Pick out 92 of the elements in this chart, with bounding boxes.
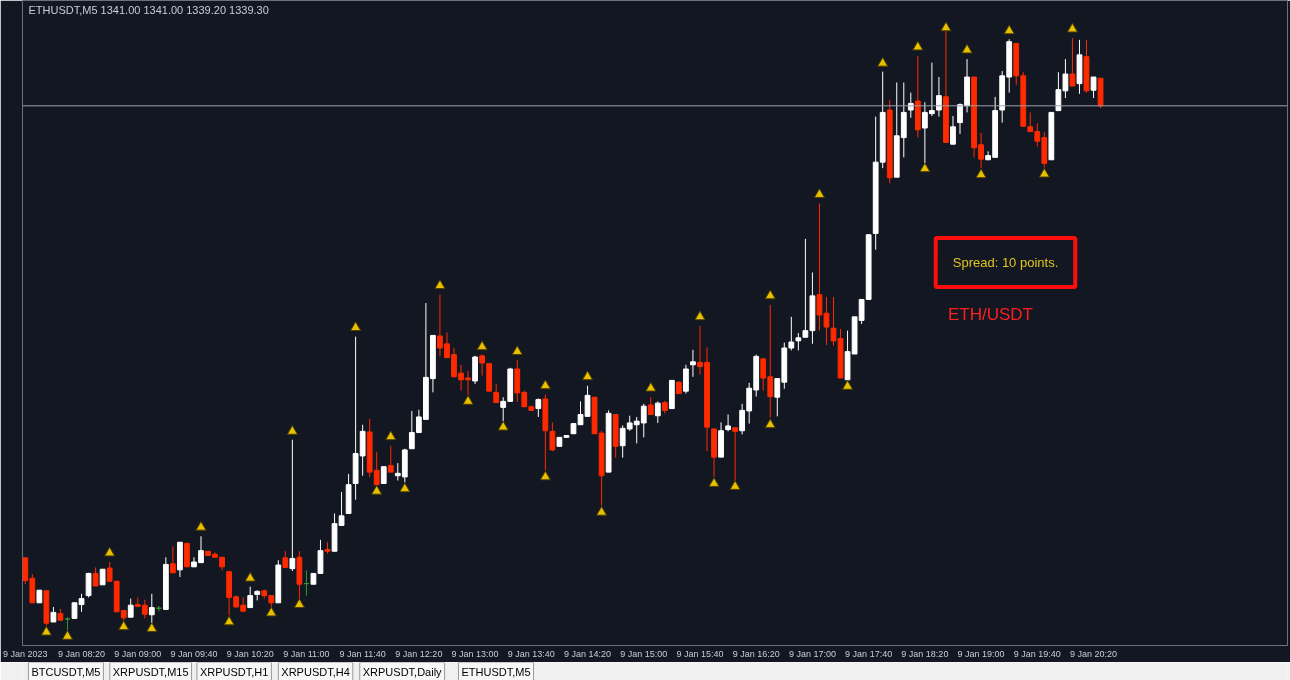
point <box>476 340 488 351</box>
point <box>462 395 474 405</box>
point <box>877 56 889 67</box>
point <box>399 482 411 493</box>
candlestick <box>549 421 556 452</box>
point <box>912 40 924 51</box>
candlestick <box>683 364 689 395</box>
point <box>244 571 256 582</box>
point <box>40 625 52 636</box>
point <box>385 430 397 441</box>
x-tick-label: 9 Jan 2023 <box>3 648 48 659</box>
point <box>223 615 235 626</box>
candlestick <box>317 539 324 574</box>
x-tick-label: 9 Jan 19:00 <box>957 648 1005 659</box>
x-tick-label: 9 Jan 08:20 <box>58 648 106 659</box>
point <box>1066 22 1078 33</box>
x-tick-label: 9 Jan 14:20 <box>564 648 612 659</box>
candlestick <box>106 561 113 582</box>
x-tick-label: 9 Jan 15:00 <box>620 648 668 659</box>
text: XRPUSDT,H1 <box>199 665 269 678</box>
point <box>118 620 130 631</box>
candlestick <box>127 598 134 618</box>
x-tick-label: 9 Jan 13:40 <box>507 648 555 659</box>
x-tick-label: 9 Jan 18:20 <box>901 648 949 659</box>
text: XRPUSDT,H4 <box>281 665 350 678</box>
candlestick <box>654 400 661 424</box>
candlestick <box>92 566 99 587</box>
x-tick-label: 9 Jan 13:00 <box>451 648 499 659</box>
candlestick <box>387 445 394 473</box>
candlestick <box>85 572 92 598</box>
x-tick-label: 9 Jan 17:00 <box>788 648 836 659</box>
point <box>694 310 706 321</box>
point <box>434 279 446 290</box>
point <box>975 168 987 179</box>
point <box>497 420 509 431</box>
x-tick-label: 9 Jan 20:20 <box>1070 648 1118 659</box>
x-tick-label: 9 Jan 11:00 <box>283 648 330 659</box>
point <box>582 370 594 381</box>
point <box>539 379 551 390</box>
text: XRPUSDT,Daily <box>362 665 443 678</box>
x-tick-label: 9 Jan 15:40 <box>676 648 724 659</box>
x-tick-label: 9 Jan 09:40 <box>170 648 218 659</box>
point <box>842 380 854 390</box>
point <box>539 470 551 481</box>
point <box>961 43 973 54</box>
candlestick <box>1069 37 1076 87</box>
point <box>708 477 720 487</box>
candlestick <box>289 439 296 572</box>
point <box>596 506 608 516</box>
point <box>764 289 776 300</box>
candlestick <box>725 414 731 432</box>
point <box>371 485 383 495</box>
annotation: Spread: 10 points. <box>952 255 1059 270</box>
point <box>940 21 952 32</box>
candlestick <box>907 92 914 119</box>
candlestick <box>535 397 542 418</box>
x-tick-label: 9 Jan 12:20 <box>395 648 443 659</box>
candlestick <box>247 586 254 609</box>
annotation: ETH/USDT <box>948 305 1033 324</box>
point <box>1003 24 1015 35</box>
point <box>104 546 116 557</box>
point <box>146 622 158 632</box>
point <box>764 418 776 429</box>
candlestick <box>184 541 190 568</box>
candlestick <box>690 349 696 378</box>
point <box>511 345 523 355</box>
point <box>293 598 305 608</box>
point <box>350 321 362 332</box>
x-tick-label: 9 Jan 19:40 <box>1013 648 1061 659</box>
text: XRPUSDT,M15 <box>112 665 189 678</box>
point <box>1038 167 1050 178</box>
x-tick-label: 9 Jan 10:20 <box>226 648 274 659</box>
candlestick <box>1090 76 1097 99</box>
x-tick-label: 9 Jan 11:40 <box>339 648 386 659</box>
point <box>265 606 277 617</box>
text: ETHUSDT,M5 <box>461 665 531 678</box>
candlestick <box>950 115 956 145</box>
point <box>286 425 298 435</box>
point <box>813 188 825 198</box>
point <box>645 381 657 392</box>
chart-title: ETHUSDT,M5 1341.00 1341.00 1339.20 1339.30 <box>28 3 269 16</box>
x-tick-label: 9 Jan 09:00 <box>114 648 162 659</box>
x-tick-label: 9 Jan 17:40 <box>845 648 893 659</box>
point <box>195 520 207 531</box>
point <box>919 162 931 173</box>
candlestick <box>170 545 176 574</box>
text: BTCUSDT,M5 <box>31 665 101 678</box>
candlestick <box>472 355 478 385</box>
point <box>729 480 741 490</box>
point <box>61 630 73 640</box>
x-tick-label: 9 Jan 16:20 <box>732 648 780 659</box>
candlestick <box>493 383 500 404</box>
